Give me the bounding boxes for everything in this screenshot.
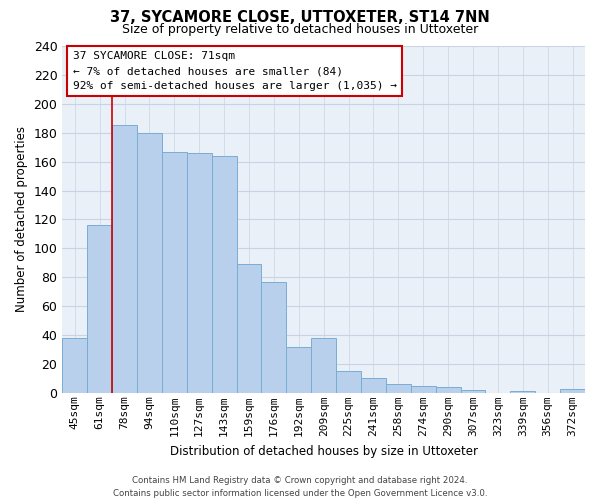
- X-axis label: Distribution of detached houses by size in Uttoxeter: Distribution of detached houses by size …: [170, 444, 478, 458]
- Bar: [336, 371, 361, 393]
- Bar: [461, 390, 485, 393]
- Bar: [311, 338, 336, 393]
- Text: Contains HM Land Registry data © Crown copyright and database right 2024.
Contai: Contains HM Land Registry data © Crown c…: [113, 476, 487, 498]
- Text: 37, SYCAMORE CLOSE, UTTOXETER, ST14 7NN: 37, SYCAMORE CLOSE, UTTOXETER, ST14 7NN: [110, 10, 490, 25]
- Bar: [262, 282, 286, 393]
- Bar: [286, 346, 311, 393]
- Bar: [137, 132, 162, 393]
- Y-axis label: Number of detached properties: Number of detached properties: [15, 126, 28, 312]
- Bar: [236, 264, 262, 393]
- Bar: [187, 153, 212, 393]
- Bar: [87, 225, 112, 393]
- Bar: [162, 152, 187, 393]
- Bar: [212, 156, 236, 393]
- Bar: [386, 384, 411, 393]
- Bar: [511, 392, 535, 393]
- Bar: [62, 338, 87, 393]
- Bar: [436, 387, 461, 393]
- Text: 37 SYCAMORE CLOSE: 71sqm
← 7% of detached houses are smaller (84)
92% of semi-de: 37 SYCAMORE CLOSE: 71sqm ← 7% of detache…: [73, 51, 397, 91]
- Bar: [112, 126, 137, 393]
- Bar: [361, 378, 386, 393]
- Bar: [411, 386, 436, 393]
- Text: Size of property relative to detached houses in Uttoxeter: Size of property relative to detached ho…: [122, 22, 478, 36]
- Bar: [560, 388, 585, 393]
